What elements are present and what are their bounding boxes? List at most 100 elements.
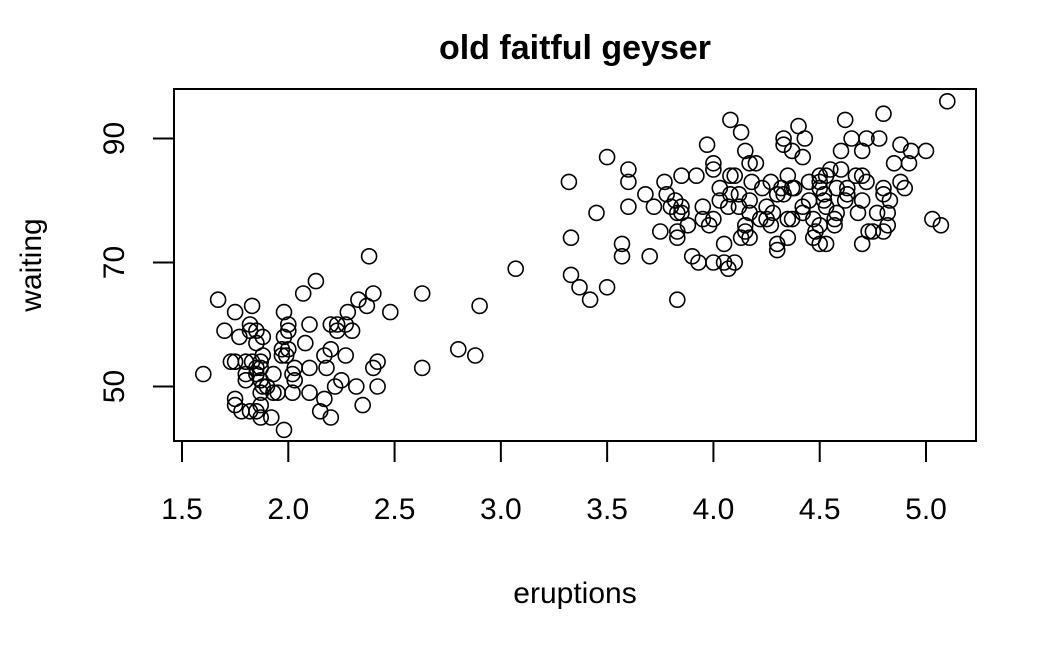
- data-point: [726, 167, 744, 184]
- x-tick-label: 2.0: [267, 493, 309, 526]
- data-point: [932, 217, 950, 234]
- data-point: [804, 210, 822, 228]
- data-point: [333, 371, 350, 389]
- data-point: [243, 297, 261, 315]
- data-point: [598, 278, 616, 296]
- data-point: [301, 359, 318, 377]
- data-point: [775, 136, 792, 153]
- data-point: [241, 316, 259, 333]
- data-point: [562, 266, 580, 284]
- data-point: [741, 229, 758, 246]
- data-points: [195, 93, 956, 439]
- data-point: [794, 198, 812, 215]
- data-point: [307, 272, 325, 290]
- data-point: [753, 179, 771, 197]
- data-point: [875, 105, 892, 122]
- data-point: [209, 291, 227, 309]
- data-point: [775, 130, 792, 147]
- data-point: [286, 371, 304, 389]
- data-point: [868, 204, 886, 222]
- data-point: [705, 254, 722, 271]
- data-point: [301, 384, 318, 402]
- data-point: [849, 204, 867, 222]
- data-point: [838, 186, 856, 203]
- data-point: [879, 204, 897, 222]
- data-point: [758, 198, 775, 215]
- data-point: [688, 167, 705, 184]
- data-point: [364, 285, 382, 302]
- data-point: [651, 223, 669, 240]
- x-tick-label: 1.5: [161, 493, 203, 526]
- data-point: [226, 396, 244, 414]
- data-point: [641, 247, 659, 265]
- data-point: [466, 347, 484, 364]
- data-point: [719, 260, 737, 278]
- data-point: [726, 254, 744, 271]
- data-point: [284, 384, 301, 402]
- data-point: [339, 303, 357, 321]
- data-point: [870, 130, 888, 147]
- data-point: [273, 347, 291, 364]
- data-point: [858, 130, 875, 147]
- data-point: [736, 217, 754, 234]
- data-point: [343, 322, 361, 340]
- data-point: [316, 347, 333, 364]
- data-point: [694, 210, 712, 228]
- data-point: [683, 247, 701, 265]
- data-point: [326, 378, 344, 395]
- x-tick-label: 4.5: [799, 493, 841, 526]
- data-point: [645, 198, 663, 215]
- data-point: [322, 409, 340, 426]
- y-axis: 50 70 90: [98, 122, 175, 403]
- data-point: [381, 303, 399, 321]
- data-point: [764, 204, 782, 222]
- data-point: [598, 148, 616, 166]
- data-point: [785, 179, 803, 197]
- data-point: [811, 173, 829, 191]
- data-point: [832, 142, 850, 160]
- data-point: [275, 421, 293, 439]
- data-point: [838, 179, 856, 197]
- data-point: [826, 217, 843, 234]
- data-point: [369, 353, 386, 371]
- data-point: [762, 217, 780, 234]
- data-point: [413, 285, 431, 302]
- data-point: [673, 198, 690, 215]
- data-point: [668, 229, 686, 246]
- data-point: [337, 347, 355, 364]
- data-point: [741, 192, 758, 209]
- data-point: [879, 217, 897, 234]
- data-point: [562, 229, 580, 246]
- data-point: [715, 235, 733, 253]
- data-point: [900, 155, 918, 172]
- data-point: [413, 359, 431, 377]
- data-point: [279, 340, 297, 358]
- data-point: [560, 173, 578, 191]
- y-tick-label: 90: [98, 122, 131, 155]
- data-point: [620, 198, 637, 215]
- data-point: [294, 285, 312, 302]
- data-point: [248, 322, 265, 340]
- data-point: [613, 247, 631, 265]
- data-point: [722, 111, 739, 129]
- data-point: [637, 186, 654, 203]
- x-axis-label: eruptions: [513, 577, 636, 610]
- data-point: [768, 241, 786, 259]
- data-point: [794, 148, 812, 166]
- data-point: [836, 111, 854, 129]
- data-point: [656, 173, 673, 191]
- data-point: [875, 186, 892, 203]
- data-point: [328, 316, 346, 333]
- data-point: [917, 142, 935, 160]
- data-point: [620, 173, 637, 191]
- data-point: [858, 173, 875, 191]
- data-point: [449, 340, 467, 358]
- data-point: [350, 291, 367, 309]
- data-point: [779, 229, 797, 246]
- data-point: [316, 390, 333, 408]
- data-point: [279, 322, 297, 340]
- data-point: [881, 192, 899, 209]
- x-tick-label: 4.0: [693, 493, 735, 526]
